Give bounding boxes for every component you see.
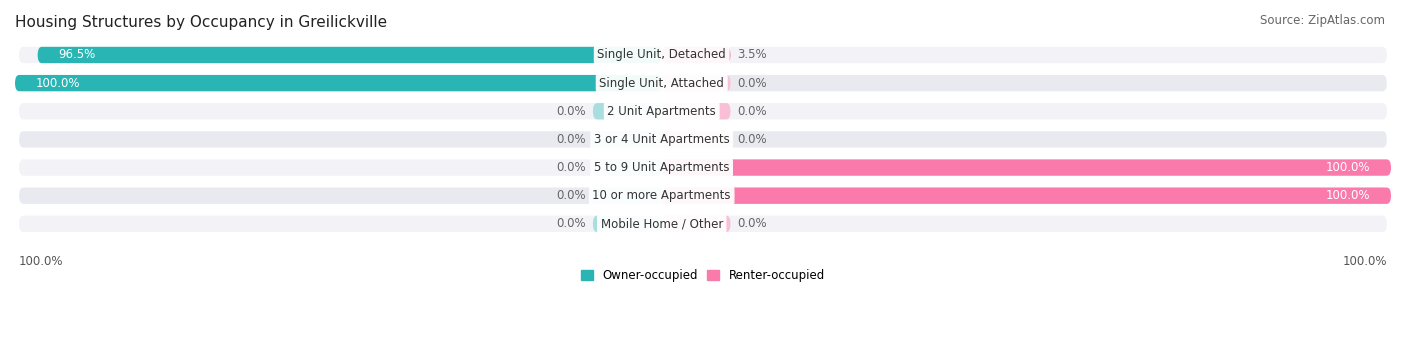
FancyBboxPatch shape — [20, 188, 1386, 204]
FancyBboxPatch shape — [662, 188, 1391, 204]
Text: 0.0%: 0.0% — [557, 133, 586, 146]
FancyBboxPatch shape — [593, 188, 662, 204]
Text: 0.0%: 0.0% — [557, 217, 586, 231]
FancyBboxPatch shape — [662, 131, 731, 148]
Text: Single Unit, Detached: Single Unit, Detached — [598, 48, 725, 61]
Text: 3.5%: 3.5% — [737, 48, 768, 61]
Text: 100.0%: 100.0% — [1326, 189, 1371, 202]
Text: 100.0%: 100.0% — [1343, 255, 1386, 268]
Legend: Owner-occupied, Renter-occupied: Owner-occupied, Renter-occupied — [576, 265, 830, 287]
Text: 3 or 4 Unit Apartments: 3 or 4 Unit Apartments — [593, 133, 730, 146]
FancyBboxPatch shape — [20, 75, 1386, 91]
Text: Housing Structures by Occupancy in Greilickville: Housing Structures by Occupancy in Greil… — [15, 15, 387, 30]
FancyBboxPatch shape — [662, 103, 731, 119]
Text: 0.0%: 0.0% — [557, 161, 586, 174]
FancyBboxPatch shape — [593, 131, 662, 148]
Text: Source: ZipAtlas.com: Source: ZipAtlas.com — [1260, 14, 1385, 27]
Text: 0.0%: 0.0% — [557, 105, 586, 118]
Text: Mobile Home / Other: Mobile Home / Other — [600, 217, 723, 231]
FancyBboxPatch shape — [593, 216, 662, 232]
Text: 0.0%: 0.0% — [737, 133, 768, 146]
Text: 0.0%: 0.0% — [737, 77, 768, 90]
Text: 96.5%: 96.5% — [58, 48, 96, 61]
Text: Single Unit, Attached: Single Unit, Attached — [599, 77, 724, 90]
FancyBboxPatch shape — [662, 159, 1391, 176]
FancyBboxPatch shape — [15, 75, 662, 91]
FancyBboxPatch shape — [662, 47, 731, 63]
FancyBboxPatch shape — [20, 216, 1386, 232]
Text: 2 Unit Apartments: 2 Unit Apartments — [607, 105, 716, 118]
FancyBboxPatch shape — [593, 103, 662, 119]
FancyBboxPatch shape — [38, 47, 662, 63]
Text: 5 to 9 Unit Apartments: 5 to 9 Unit Apartments — [593, 161, 730, 174]
Text: 0.0%: 0.0% — [737, 105, 768, 118]
FancyBboxPatch shape — [20, 103, 1386, 119]
Text: 10 or more Apartments: 10 or more Apartments — [592, 189, 731, 202]
FancyBboxPatch shape — [20, 159, 1386, 176]
FancyBboxPatch shape — [20, 47, 1386, 63]
FancyBboxPatch shape — [593, 159, 662, 176]
Text: 100.0%: 100.0% — [35, 77, 80, 90]
FancyBboxPatch shape — [662, 75, 731, 91]
Text: 0.0%: 0.0% — [737, 217, 768, 231]
FancyBboxPatch shape — [20, 131, 1386, 148]
Text: 100.0%: 100.0% — [1326, 161, 1371, 174]
Text: 0.0%: 0.0% — [557, 189, 586, 202]
FancyBboxPatch shape — [662, 216, 731, 232]
Text: 100.0%: 100.0% — [20, 255, 63, 268]
